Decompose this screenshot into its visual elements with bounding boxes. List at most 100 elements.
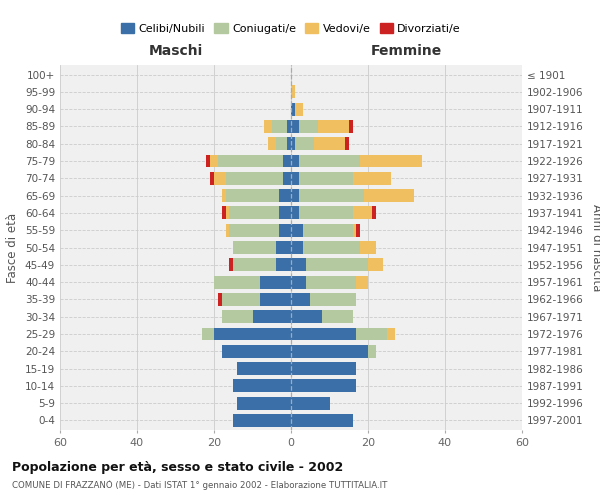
Bar: [222, 293, 260, 306]
Bar: [299, 189, 364, 202]
Bar: [272, 120, 287, 133]
Bar: [291, 310, 322, 323]
Bar: [299, 154, 360, 168]
Bar: [275, 258, 291, 272]
Bar: [360, 241, 376, 254]
Bar: [237, 396, 291, 409]
Bar: [353, 172, 391, 185]
Bar: [291, 120, 299, 133]
Bar: [222, 345, 291, 358]
Legend: Celibi/Nubili, Coniugati/e, Vedovi/e, Divorziati/e: Celibi/Nubili, Coniugati/e, Vedovi/e, Di…: [121, 23, 461, 34]
Bar: [233, 241, 275, 254]
Bar: [275, 241, 291, 254]
Bar: [233, 258, 275, 272]
Bar: [353, 224, 356, 236]
Bar: [222, 310, 253, 323]
Bar: [364, 189, 414, 202]
Bar: [356, 276, 368, 288]
Bar: [356, 224, 360, 236]
Bar: [226, 172, 283, 185]
Bar: [295, 137, 314, 150]
Bar: [322, 310, 353, 323]
Bar: [260, 293, 291, 306]
Bar: [299, 172, 353, 185]
Bar: [214, 172, 226, 185]
Bar: [307, 258, 368, 272]
Bar: [253, 310, 291, 323]
Bar: [291, 224, 302, 236]
Bar: [210, 154, 218, 168]
Text: Femmine: Femmine: [371, 44, 442, 58]
Bar: [268, 137, 275, 150]
Bar: [287, 137, 291, 150]
Bar: [206, 154, 210, 168]
Bar: [360, 154, 422, 168]
Bar: [226, 224, 229, 236]
Bar: [233, 414, 291, 427]
Bar: [226, 189, 280, 202]
Bar: [291, 293, 310, 306]
Bar: [222, 206, 226, 220]
Bar: [291, 362, 356, 375]
Bar: [280, 206, 291, 220]
Bar: [218, 293, 222, 306]
Bar: [291, 396, 329, 409]
Bar: [291, 102, 295, 116]
Bar: [291, 276, 307, 288]
Bar: [307, 276, 356, 288]
Bar: [291, 380, 356, 392]
Bar: [229, 258, 233, 272]
Bar: [291, 414, 353, 427]
Bar: [275, 137, 287, 150]
Bar: [372, 206, 376, 220]
Bar: [291, 172, 299, 185]
Bar: [264, 120, 272, 133]
Bar: [291, 345, 368, 358]
Bar: [280, 224, 291, 236]
Bar: [287, 120, 291, 133]
Bar: [229, 206, 280, 220]
Bar: [218, 154, 283, 168]
Bar: [214, 276, 260, 288]
Bar: [210, 172, 214, 185]
Text: Popolazione per età, sesso e stato civile - 2002: Popolazione per età, sesso e stato civil…: [12, 462, 343, 474]
Bar: [302, 224, 353, 236]
Bar: [310, 293, 356, 306]
Bar: [295, 102, 302, 116]
Bar: [291, 206, 299, 220]
Bar: [222, 189, 226, 202]
Bar: [283, 154, 291, 168]
Bar: [291, 137, 295, 150]
Bar: [318, 120, 349, 133]
Bar: [226, 206, 229, 220]
Bar: [291, 328, 356, 340]
Bar: [291, 154, 299, 168]
Bar: [299, 206, 353, 220]
Bar: [353, 206, 372, 220]
Bar: [302, 241, 360, 254]
Bar: [345, 137, 349, 150]
Bar: [283, 172, 291, 185]
Y-axis label: Fasce di età: Fasce di età: [7, 212, 19, 282]
Bar: [291, 86, 295, 98]
Bar: [237, 362, 291, 375]
Bar: [260, 276, 291, 288]
Text: COMUNE DI FRAZZANÒ (ME) - Dati ISTAT 1° gennaio 2002 - Elaborazione TUTTITALIA.: COMUNE DI FRAZZANÒ (ME) - Dati ISTAT 1°…: [12, 480, 388, 490]
Bar: [314, 137, 345, 150]
Bar: [280, 189, 291, 202]
Bar: [233, 380, 291, 392]
Bar: [349, 120, 353, 133]
Bar: [368, 345, 376, 358]
Bar: [299, 120, 318, 133]
Bar: [229, 224, 280, 236]
Text: Maschi: Maschi: [148, 44, 203, 58]
Bar: [214, 328, 291, 340]
Bar: [368, 258, 383, 272]
Bar: [291, 241, 302, 254]
Bar: [387, 328, 395, 340]
Bar: [291, 258, 307, 272]
Bar: [291, 189, 299, 202]
Bar: [202, 328, 214, 340]
Bar: [356, 328, 387, 340]
Y-axis label: Anni di nascita: Anni di nascita: [590, 204, 600, 291]
